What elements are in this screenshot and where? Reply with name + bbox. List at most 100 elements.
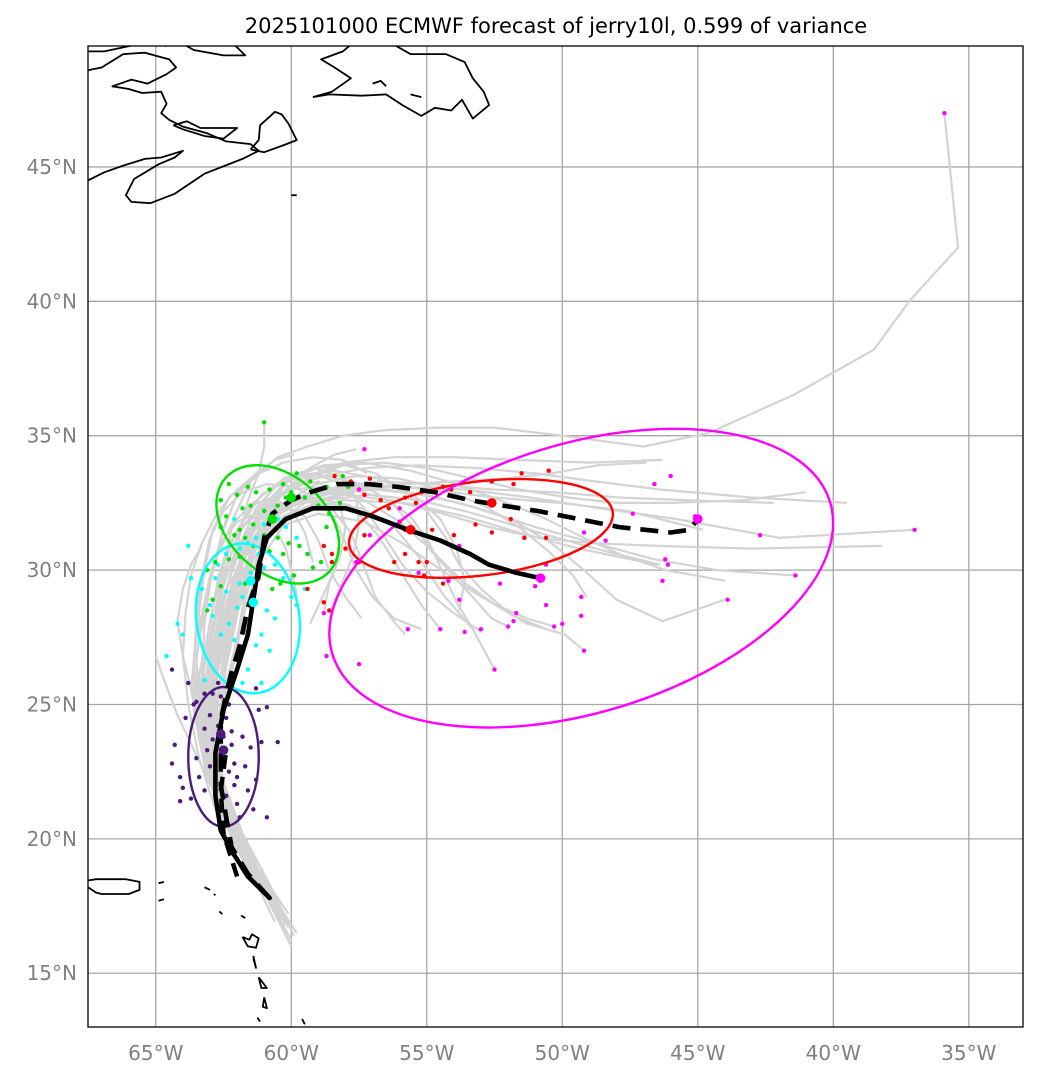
forecast-position-point	[229, 742, 234, 747]
forecast-position-point	[324, 524, 329, 530]
forecast-position-point	[793, 573, 798, 578]
forecast-position-point	[186, 543, 191, 549]
forecast-position-point	[261, 508, 267, 514]
coastline	[88, 878, 141, 895]
forecast-position-point	[177, 774, 183, 780]
mean-position-marker	[487, 498, 497, 508]
uncertainty-ellipse	[328, 427, 835, 729]
forecast-position-point	[251, 807, 256, 812]
forecast-position-point	[207, 764, 213, 769]
forecast-position-point	[305, 586, 310, 592]
forecast-position-point	[652, 481, 657, 487]
mean-position-marker	[245, 576, 256, 586]
mean-position-marker	[215, 729, 226, 739]
longitude-tick-label: 60°W	[264, 1041, 319, 1065]
forecast-position-point	[180, 785, 186, 790]
forecast-position-point	[232, 532, 237, 538]
uncertainty-ellipse	[215, 464, 341, 585]
forecast-position-point	[218, 584, 223, 589]
forecast-position-point	[356, 487, 362, 492]
forecast-position-point	[280, 575, 286, 581]
forecast-position-point	[543, 602, 549, 608]
forecast-position-point	[224, 793, 229, 799]
forecast-position-point	[505, 624, 511, 629]
forecast-position-point	[202, 678, 207, 683]
forecast-position-point	[912, 527, 917, 532]
forecast-position-point	[186, 680, 191, 686]
forecast-position-point	[579, 613, 584, 618]
forecast-position-point	[308, 479, 313, 484]
forecast-position-point	[668, 473, 673, 479]
forecast-position-point	[232, 516, 237, 522]
dashed-mean-track	[218, 481, 700, 900]
forecast-position-point	[207, 713, 213, 718]
mean-position-marker	[218, 745, 229, 755]
longitude-tick-label: 50°W	[535, 1041, 590, 1065]
forecast-position-point	[240, 680, 245, 686]
forecast-position-point	[660, 578, 665, 584]
forecast-position-point	[175, 621, 180, 627]
longitude-tick-label: 35°W	[941, 1041, 996, 1065]
forecast-position-point	[237, 546, 242, 551]
forecast-position-point	[405, 627, 410, 632]
forecast-position-point	[343, 546, 348, 551]
longitude-tick-label: 65°W	[128, 1041, 183, 1065]
member-track	[192, 456, 368, 872]
forecast-position-point	[199, 586, 205, 592]
forecast-position-point	[519, 471, 524, 476]
latitude-tick-label: 20°N	[27, 827, 77, 851]
forecast-position-point	[275, 739, 280, 745]
forecast-position-point	[511, 618, 516, 624]
forecast-position-point	[245, 667, 251, 672]
forecast-position-point	[253, 535, 259, 541]
forecast-position-point	[234, 774, 240, 780]
forecast-position-point	[362, 492, 367, 498]
forecast-position-point	[367, 476, 373, 481]
forecast-position-point	[543, 535, 549, 541]
forecast-position-point	[210, 597, 215, 602]
forecast-position-point	[581, 648, 587, 653]
forecast-position-point	[261, 420, 267, 425]
forecast-position-point	[234, 492, 240, 498]
forecast-position-point	[324, 653, 329, 659]
forecast-position-point	[205, 747, 210, 753]
forecast-position-point	[725, 597, 730, 602]
forecast-position-point	[259, 739, 264, 745]
forecast-position-point	[551, 624, 557, 629]
latitude-tick-label: 15°N	[27, 961, 77, 985]
coastline	[301, 1018, 306, 1025]
forecast-position-point	[226, 557, 232, 562]
forecast-position-point	[318, 559, 324, 565]
coastlines	[88, 46, 491, 1025]
forecast-position-point	[226, 621, 232, 627]
forecast-position-point	[451, 532, 457, 538]
forecast-position-point	[242, 535, 248, 541]
ensemble-positions	[164, 110, 947, 823]
forecast-position-point	[210, 691, 215, 696]
forecast-position-point	[234, 605, 240, 610]
longitude-tick-label: 40°W	[806, 1041, 861, 1065]
forecast-position-point	[283, 524, 289, 530]
map-frame	[87, 45, 1024, 1028]
forecast-position-point	[215, 562, 221, 567]
forecast-position-point	[248, 570, 253, 575]
longitude-tick-label: 45°W	[670, 1041, 725, 1065]
forecast-position-point	[416, 570, 421, 575]
forecast-position-point	[245, 484, 251, 489]
coastline	[204, 886, 211, 891]
figure-title: 2025101000 ECMWF forecast of jerry10l, 0…	[245, 14, 867, 38]
forecast-position-point	[630, 511, 635, 516]
coastline	[410, 93, 422, 98]
forecast-position-point	[191, 702, 196, 707]
forecast-position-point	[272, 616, 278, 621]
forecast-position-point	[210, 737, 215, 742]
forecast-position-point	[253, 643, 259, 648]
forecast-position-point	[169, 667, 175, 672]
coastline	[240, 914, 246, 919]
forecast-position-point	[327, 608, 332, 613]
forecast-position-point	[280, 551, 286, 557]
forecast-position-point	[237, 527, 242, 532]
forecast-position-point	[337, 500, 343, 506]
forecast-position-point	[280, 481, 286, 487]
forecast-position-point	[392, 559, 397, 565]
